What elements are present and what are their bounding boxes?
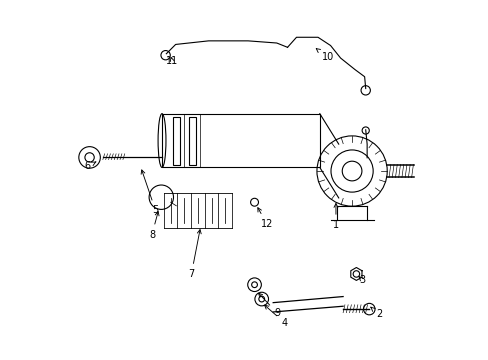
Text: 5: 5 [141,170,159,216]
Text: 12: 12 [257,208,272,229]
Text: 4: 4 [264,305,287,328]
Text: 6: 6 [84,161,96,171]
Bar [162,114,319,167]
Text: 2: 2 [370,307,381,319]
Text: 9: 9 [258,293,280,318]
Text: 1: 1 [332,203,338,230]
Bar [172,117,180,165]
Text: 3: 3 [358,275,365,285]
Text: 8: 8 [149,212,159,239]
Text: 11: 11 [165,56,178,66]
Text: 7: 7 [188,230,201,279]
Bar [188,117,196,165]
Text: 10: 10 [316,49,333,62]
